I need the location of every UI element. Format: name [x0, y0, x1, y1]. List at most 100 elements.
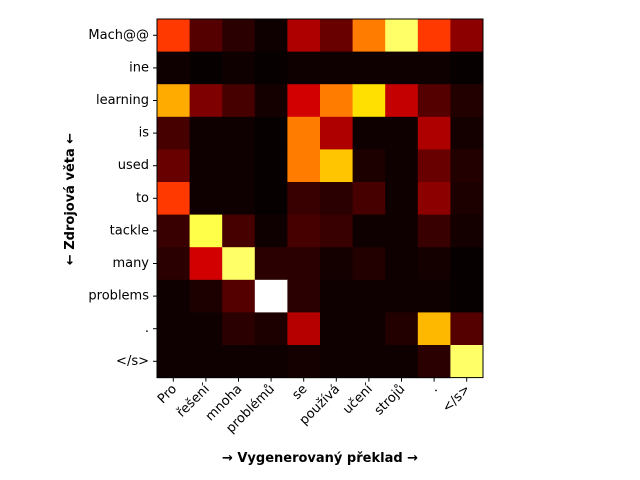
heatmap-cell [222, 149, 256, 183]
heatmap-cell [385, 214, 419, 248]
heatmap-cell [320, 51, 354, 85]
y-axis-label: ← Zdrojová věta ← [63, 133, 78, 265]
heatmap-cell [352, 51, 386, 85]
heatmap-cell [450, 312, 484, 346]
x-tick-label: </s> [440, 382, 474, 416]
heatmap-cell [287, 84, 321, 118]
heatmap-cell [320, 214, 354, 248]
heatmap-cell [157, 149, 191, 183]
y-tick-label: Mach@@ [88, 28, 149, 43]
x-tick-label: . [427, 382, 441, 396]
heatmap-cell [417, 279, 451, 313]
heatmap-cell [189, 279, 223, 313]
x-axis-label: → Vygenerovaný překlad → [222, 451, 418, 466]
heatmap-cell [417, 116, 451, 150]
x-tick-label: strojů [372, 382, 409, 419]
heatmap-cell [320, 19, 354, 53]
y-tick-label: many [112, 256, 149, 271]
heatmap-cell [320, 84, 354, 118]
heatmap-cell [417, 214, 451, 248]
heatmap-cell [352, 345, 386, 379]
heatmap-cell [352, 247, 386, 281]
heatmap-cell [157, 182, 191, 216]
heatmap-cell [450, 84, 484, 118]
heatmap-cell [222, 214, 256, 248]
heatmap-cell [254, 116, 288, 150]
heatmap-cell [320, 312, 354, 346]
heatmap-cell [189, 214, 223, 248]
heatmap-cell [222, 19, 256, 53]
heatmap-cell [189, 116, 223, 150]
heatmap-cell [157, 116, 191, 150]
heatmap-cell [450, 182, 484, 216]
heatmap-cell [385, 182, 419, 216]
heatmap-cell [352, 312, 386, 346]
heatmap-cell [450, 19, 484, 53]
heatmap-cell [417, 19, 451, 53]
heatmap-cell [450, 51, 484, 85]
heatmap-cell [157, 84, 191, 118]
heatmap-cell [189, 312, 223, 346]
heatmap-cell [157, 312, 191, 346]
heatmap-cell [189, 345, 223, 379]
heatmap-cells [157, 19, 484, 379]
heatmap-cell [320, 279, 354, 313]
heatmap-cell [352, 116, 386, 150]
heatmap-cell [417, 84, 451, 118]
y-tick-label: ine [129, 60, 149, 75]
heatmap-cell [189, 182, 223, 216]
heatmap-cell [385, 84, 419, 118]
heatmap-cell [417, 51, 451, 85]
heatmap-cell [222, 116, 256, 150]
heatmap-cell [320, 116, 354, 150]
heatmap-cell [254, 182, 288, 216]
heatmap-cell [157, 279, 191, 313]
y-tick-label: to [136, 191, 149, 206]
x-tick-label: učení [340, 382, 376, 418]
heatmap-cell [254, 84, 288, 118]
heatmap-cell [287, 149, 321, 183]
y-tick-label: tackle [110, 223, 149, 238]
heatmap-cell [385, 149, 419, 183]
x-tick-label: Pro [155, 382, 180, 407]
heatmap-cell [287, 279, 321, 313]
heatmap-cell [287, 345, 321, 379]
heatmap-cell [222, 345, 256, 379]
heatmap-cell [385, 247, 419, 281]
heatmap-cell [189, 149, 223, 183]
heatmap-cell [385, 279, 419, 313]
y-tick-label: problems [88, 289, 149, 304]
heatmap-cell [352, 182, 386, 216]
heatmap-cell [222, 312, 256, 346]
heatmap-cell [287, 214, 321, 248]
heatmap-cell [287, 19, 321, 53]
y-axis-ticks: Mach@@ ine learning is used to tackle many probl… [88, 28, 157, 369]
heatmap-cell [287, 182, 321, 216]
heatmap-cell [385, 19, 419, 53]
heatmap-cell [450, 116, 484, 150]
heatmap-cell [222, 51, 256, 85]
heatmap-cell [352, 279, 386, 313]
y-tick-label: learning [96, 93, 149, 108]
x-tick-label: se [289, 382, 310, 403]
heatmap-cell [157, 214, 191, 248]
heatmap-cell [189, 247, 223, 281]
heatmap-cell [189, 84, 223, 118]
heatmap-cell [287, 312, 321, 346]
y-tick-label: is [139, 126, 150, 141]
heatmap-cell [189, 19, 223, 53]
heatmap-cell [189, 51, 223, 85]
heatmap-cell [254, 247, 288, 281]
heatmap-cell [385, 345, 419, 379]
heatmap-cell [385, 116, 419, 150]
heatmap-cell [320, 247, 354, 281]
heatmap-cell [287, 51, 321, 85]
heatmap-cell [450, 345, 484, 379]
heatmap-cell [417, 345, 451, 379]
heatmap-cell [157, 345, 191, 379]
heatmap-cell [417, 182, 451, 216]
heatmap-cell [254, 149, 288, 183]
heatmap-cell [287, 116, 321, 150]
